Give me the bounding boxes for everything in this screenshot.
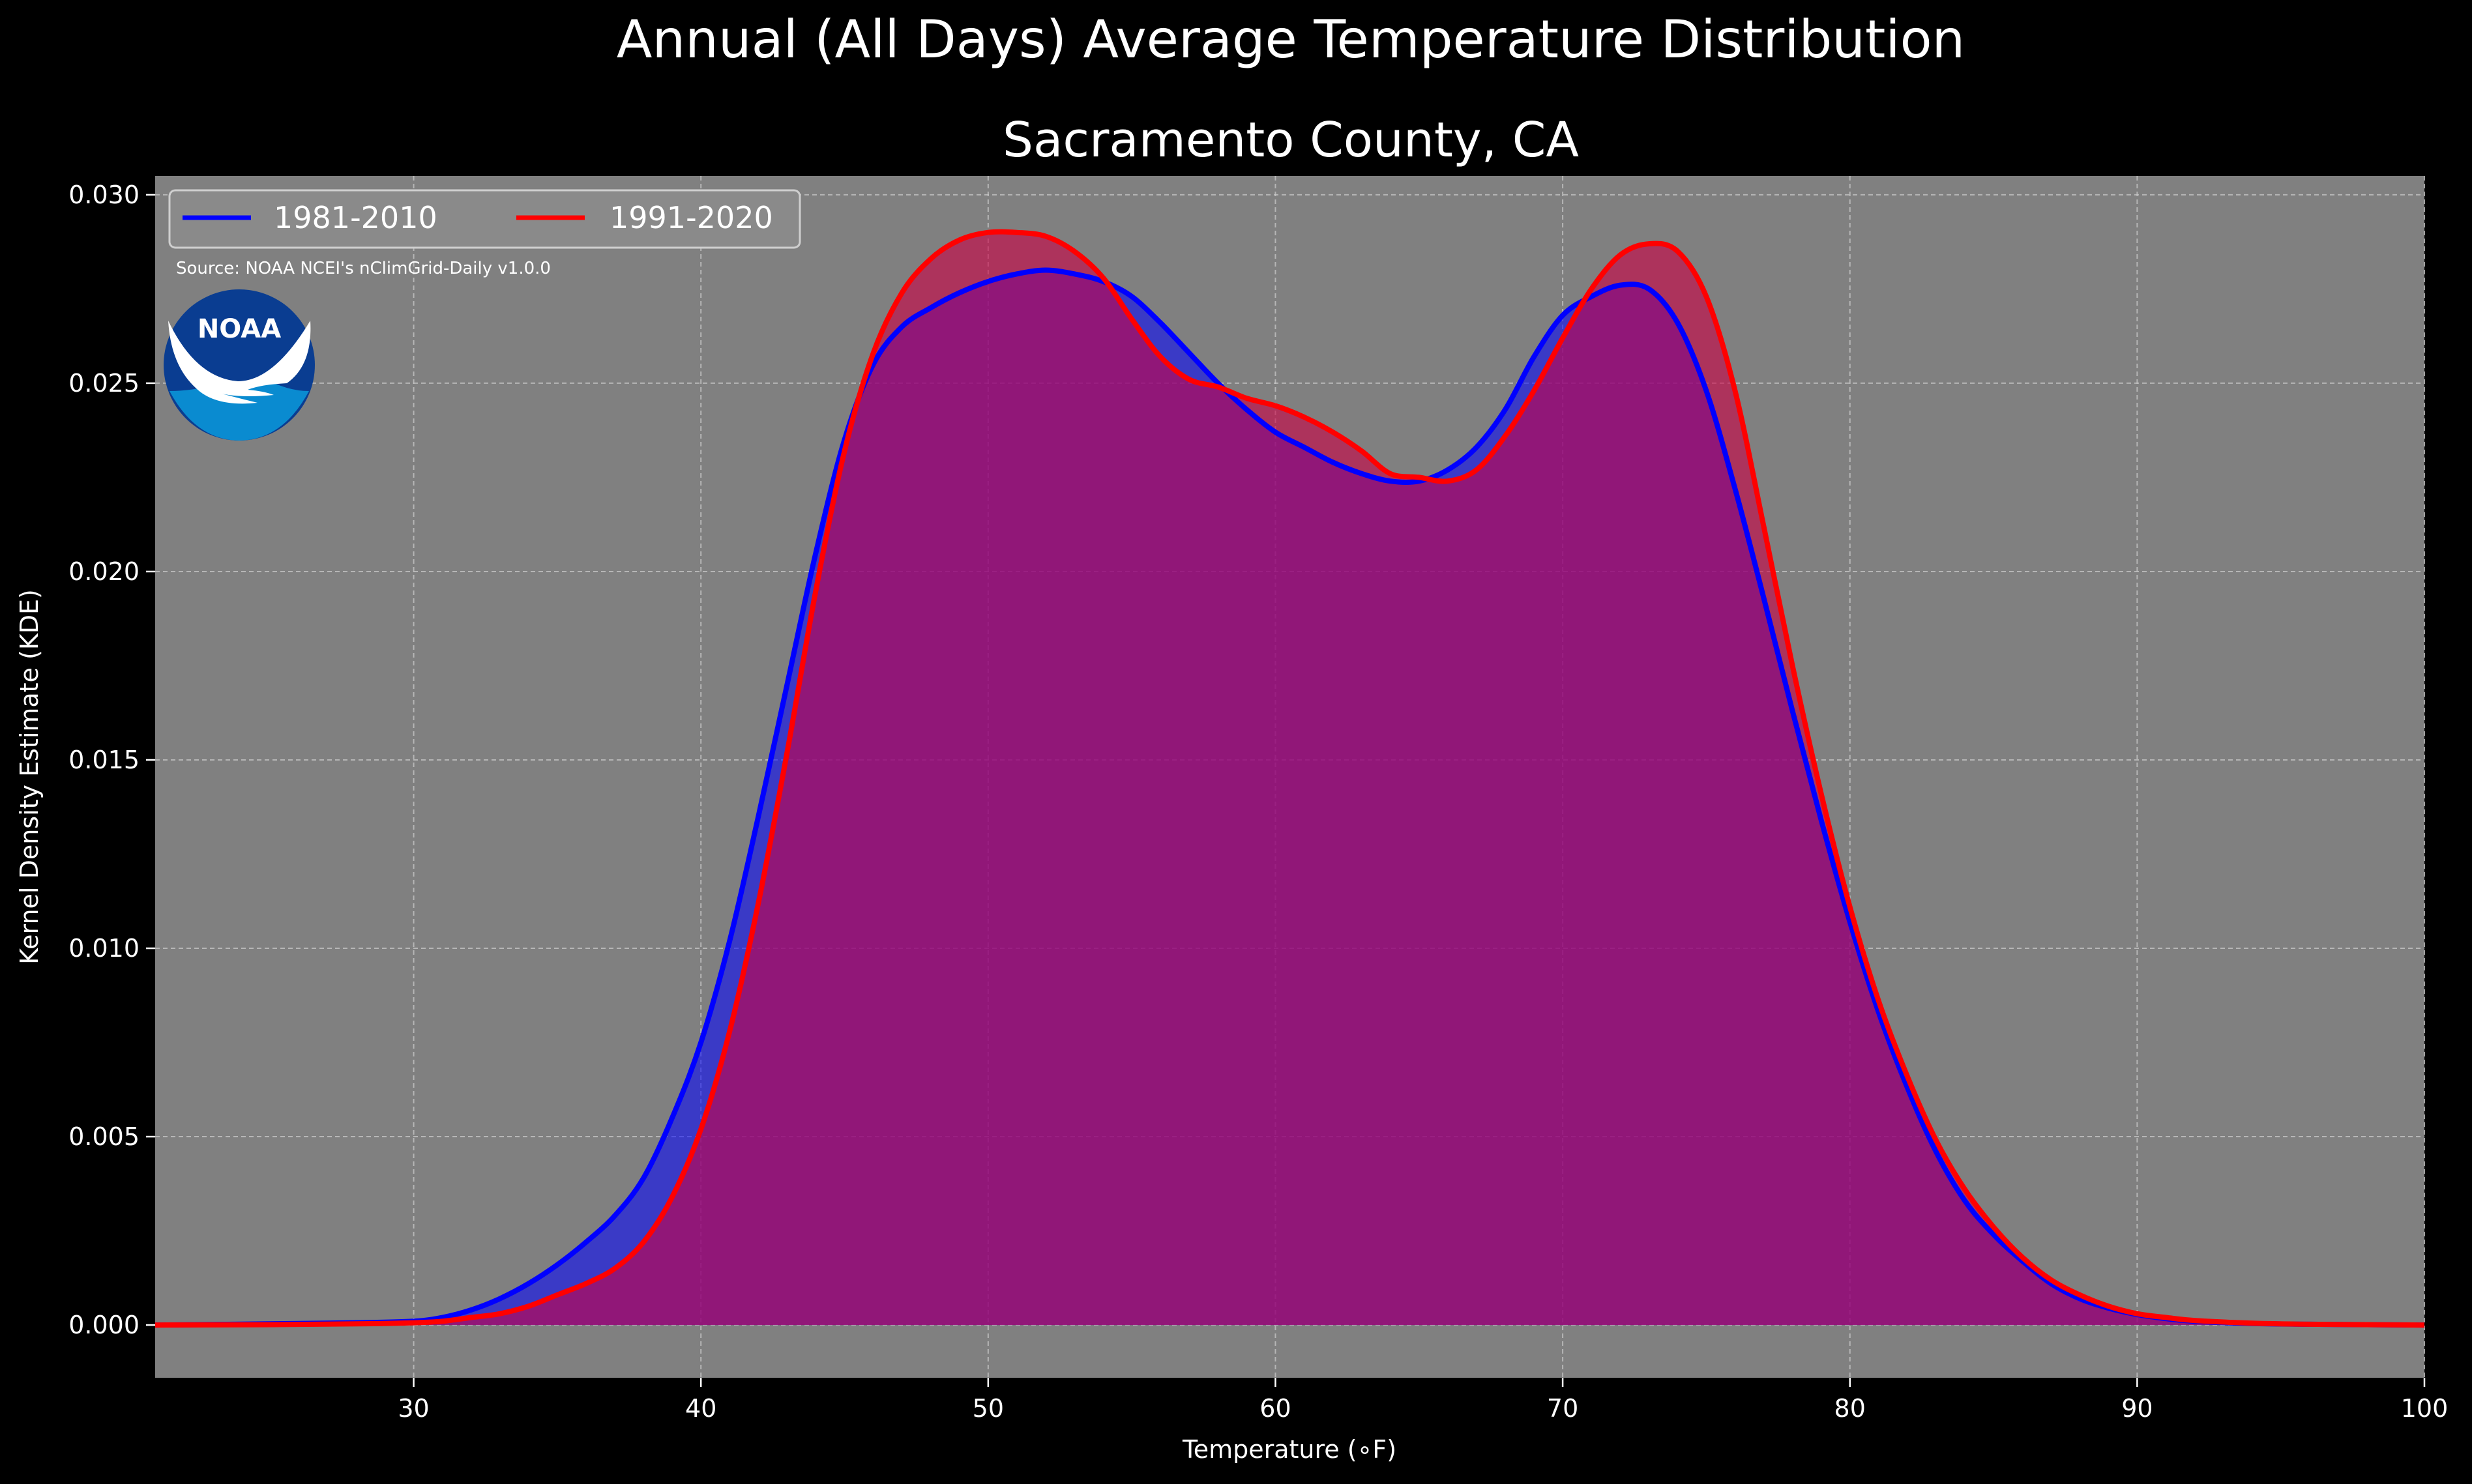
area-1991-2020 <box>155 231 2424 1326</box>
y-tick-label-4: 0.020 <box>68 557 140 586</box>
x-tick-label-100: 100 <box>2401 1394 2449 1423</box>
x-tick-label-30: 30 <box>398 1394 429 1423</box>
noaa-logo-text: NOAA <box>198 314 281 344</box>
legend-label-1991-2020: 1991-2020 <box>610 200 773 235</box>
line-1991-2020 <box>154 229 2425 1328</box>
y-tick-label-2: 0.010 <box>68 934 140 963</box>
source-note: Source: NOAA NCEI's nClimGrid-Daily v1.0… <box>176 259 551 278</box>
noaa-logo-icon: NOAA <box>164 289 315 441</box>
x-tick-label-40: 40 <box>685 1394 716 1423</box>
chart-title: Annual (All Days) Average Temperature Di… <box>617 9 1965 70</box>
y-tick-label-6: 0.030 <box>68 181 140 209</box>
legend-box <box>168 189 801 249</box>
y-tick-label-0: 0.000 <box>68 1311 140 1339</box>
chart-subtitle: Sacramento County, CA <box>1003 112 1579 168</box>
y-tick-label-1: 0.005 <box>68 1122 140 1151</box>
density-lines <box>154 229 2425 1328</box>
x-tick-label-70: 70 <box>1547 1394 1578 1423</box>
legend-label-1981-2010: 1981-2010 <box>274 200 437 235</box>
x-tick-label-50: 50 <box>973 1394 1004 1423</box>
y-axis-ticks: 0.000 0.005 0.010 0.015 0.020 0.025 0.030 <box>68 181 155 1339</box>
x-axis-label: Temperature (∘F) <box>1182 1435 1396 1464</box>
x-tick-label-90: 90 <box>2121 1394 2153 1423</box>
legend: 1981-2010 1991-2020 <box>168 189 801 249</box>
y-tick-label-5: 0.025 <box>68 369 140 398</box>
y-tick-label-3: 0.015 <box>68 746 140 774</box>
x-tick-label-80: 80 <box>1834 1394 1866 1423</box>
line-1981-2010 <box>154 267 2425 1328</box>
x-axis-ticks: 30 40 50 60 70 80 90 100 <box>398 1378 2448 1423</box>
y-axis-label: Kernel Density Estimate (KDE) <box>15 589 44 965</box>
x-tick-label-60: 60 <box>1259 1394 1291 1423</box>
